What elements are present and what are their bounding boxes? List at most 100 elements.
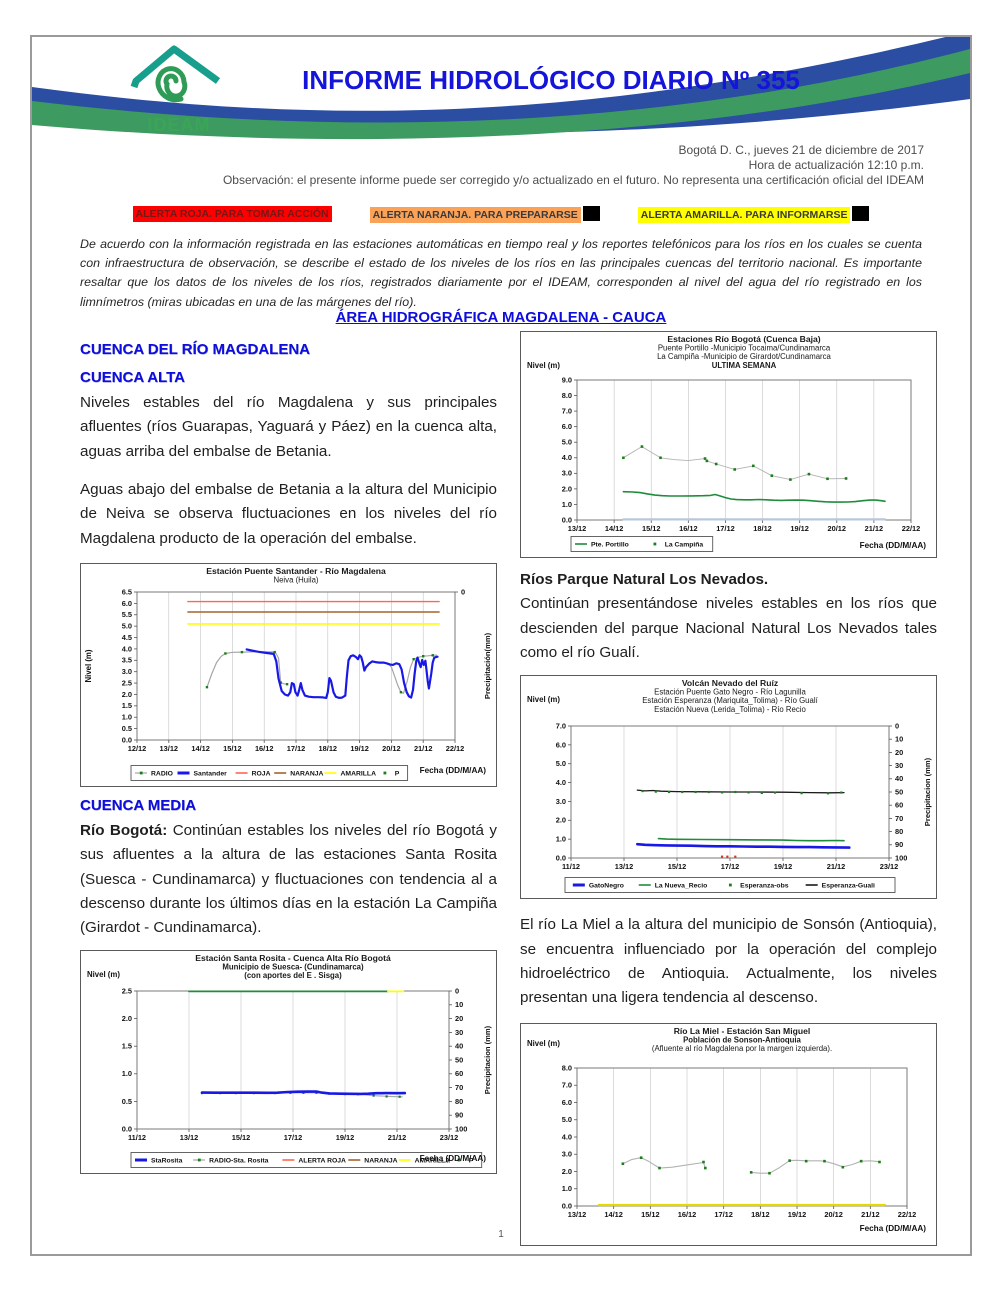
paragraph-body: Continúan estables los niveles del río B… bbox=[80, 821, 497, 937]
svg-text:0.0: 0.0 bbox=[562, 1201, 572, 1210]
svg-text:Estación Esperanza (Mariquita_: Estación Esperanza (Mariquita_Tolima) - … bbox=[642, 696, 818, 705]
svg-text:3.5: 3.5 bbox=[122, 656, 132, 665]
svg-text:4.0: 4.0 bbox=[562, 453, 572, 462]
svg-text:Río La Miel - Estación San Mi: Río La Miel - Estación San Miguel bbox=[674, 1026, 811, 1036]
redaction-box bbox=[582, 206, 600, 222]
svg-text:20/12: 20/12 bbox=[828, 524, 847, 533]
svg-text:21/12: 21/12 bbox=[827, 862, 846, 871]
svg-text:Esperanza-obs: Esperanza-obs bbox=[740, 883, 789, 890]
svg-text:8.0: 8.0 bbox=[562, 1063, 572, 1072]
svg-text:19/12: 19/12 bbox=[350, 744, 369, 753]
svg-text:La Campiña: La Campiña bbox=[665, 541, 704, 548]
section-title: ÁREA HIDROGRÁFICA MAGDALENA - CAUCA bbox=[335, 309, 667, 326]
svg-text:7.0: 7.0 bbox=[556, 722, 566, 731]
svg-text:1.5: 1.5 bbox=[122, 701, 132, 710]
report-page: IDEAM INFORME HIDROLÓGICO DIARIO Nº 355 … bbox=[30, 35, 972, 1256]
svg-text:Estaciones Río Bogotá (Cuenca: Estaciones Río Bogotá (Cuenca Baja) bbox=[667, 334, 820, 344]
svg-text:Nivel (m): Nivel (m) bbox=[87, 970, 120, 979]
svg-text:15/12: 15/12 bbox=[223, 744, 242, 753]
svg-text:Fecha (DD/M/AA): Fecha (DD/M/AA) bbox=[420, 1154, 487, 1163]
svg-text:0.5: 0.5 bbox=[122, 724, 132, 733]
svg-text:13/12: 13/12 bbox=[568, 524, 587, 533]
svg-text:100: 100 bbox=[455, 1125, 467, 1134]
svg-text:2.0: 2.0 bbox=[556, 816, 566, 825]
ideam-logo: IDEAM bbox=[104, 39, 254, 141]
svg-text:Santander: Santander bbox=[194, 770, 228, 777]
svg-text:17/12: 17/12 bbox=[714, 1210, 733, 1219]
svg-text:22/12: 22/12 bbox=[902, 524, 921, 533]
logo-swirl bbox=[155, 66, 188, 103]
svg-text:Población de Sonson-Antioquia: Población de Sonson-Antioquia bbox=[683, 1035, 801, 1044]
svg-text:17/12: 17/12 bbox=[721, 862, 740, 871]
svg-text:21/12: 21/12 bbox=[861, 1210, 880, 1219]
svg-text:18/12: 18/12 bbox=[753, 524, 772, 533]
svg-text:AMARILLA: AMARILLA bbox=[341, 770, 377, 777]
svg-text:16/12: 16/12 bbox=[678, 1210, 697, 1219]
svg-text:5.0: 5.0 bbox=[122, 621, 132, 630]
svg-text:6.5: 6.5 bbox=[122, 587, 132, 596]
svg-text:22/12: 22/12 bbox=[446, 744, 465, 753]
logo-text: IDEAM bbox=[147, 115, 211, 135]
svg-text:Neiva (Huila): Neiva (Huila) bbox=[273, 575, 318, 584]
svg-text:ULTIMA SEMANA: ULTIMA SEMANA bbox=[712, 361, 777, 370]
heading-nevados: Ríos Parque Natural Los Nevados. bbox=[520, 571, 769, 588]
svg-text:RADIO: RADIO bbox=[151, 770, 173, 777]
svg-text:Estación Nueva (Lerida_Tolima): Estación Nueva (Lerida_Tolima) - Río Rec… bbox=[654, 705, 806, 714]
svg-text:80: 80 bbox=[895, 827, 903, 836]
svg-text:2.5: 2.5 bbox=[122, 678, 132, 687]
svg-text:14/12: 14/12 bbox=[191, 744, 210, 753]
svg-text:21/12: 21/12 bbox=[865, 524, 884, 533]
svg-text:Esperanza-Guali: Esperanza-Guali bbox=[822, 883, 875, 890]
svg-text:0.0: 0.0 bbox=[562, 515, 572, 524]
svg-text:19/12: 19/12 bbox=[788, 1210, 807, 1219]
svg-text:Nivel (m): Nivel (m) bbox=[527, 1039, 560, 1048]
svg-text:Fecha (DD/M/AA): Fecha (DD/M/AA) bbox=[420, 766, 487, 775]
chart-santa-rosita: Estación Santa Rosita - Cuenca Alta Río … bbox=[80, 950, 497, 1175]
svg-text:50: 50 bbox=[455, 1056, 463, 1065]
svg-text:3.0: 3.0 bbox=[556, 797, 566, 806]
svg-text:16/12: 16/12 bbox=[255, 744, 274, 753]
svg-text:NARANJA: NARANJA bbox=[290, 770, 323, 777]
svg-text:19/12: 19/12 bbox=[774, 862, 793, 871]
svg-text:4.0: 4.0 bbox=[562, 1132, 572, 1141]
chart-puente-santander: Estación Puente Santander - Río Magdalen… bbox=[80, 562, 497, 787]
svg-text:40: 40 bbox=[455, 1042, 463, 1051]
svg-text:NARANJA: NARANJA bbox=[364, 1158, 397, 1165]
alert-orange-badge: ALERTA NARANJA. PARA PREPARARSE bbox=[369, 207, 581, 223]
svg-text:20: 20 bbox=[895, 748, 903, 757]
svg-text:Pte. Portillo: Pte. Portillo bbox=[591, 541, 629, 548]
meta-note: Observación: el presente informe puede s… bbox=[222, 173, 924, 187]
svg-text:15/12: 15/12 bbox=[668, 862, 687, 871]
alert-yellow-wrap: ALERTA AMARILLA. PARA INFORMARSE bbox=[637, 205, 870, 223]
svg-text:Fecha (DD/M/AA): Fecha (DD/M/AA) bbox=[860, 541, 927, 550]
svg-text:P: P bbox=[469, 1158, 474, 1165]
paragraph: Continúan presentándose niveles estables… bbox=[520, 595, 937, 661]
svg-text:2.0: 2.0 bbox=[122, 690, 132, 699]
report-meta: Bogotá D. C., jueves 21 de diciembre de … bbox=[223, 143, 924, 188]
svg-text:11/12: 11/12 bbox=[128, 1133, 146, 1142]
svg-text:0: 0 bbox=[461, 587, 465, 596]
svg-text:RADIO-Sta. Rosita: RADIO-Sta. Rosita bbox=[209, 1158, 269, 1165]
svg-text:1.0: 1.0 bbox=[122, 713, 132, 722]
svg-text:1.0: 1.0 bbox=[556, 835, 566, 844]
svg-text:1.5: 1.5 bbox=[122, 1042, 132, 1051]
svg-text:1.0: 1.0 bbox=[122, 1070, 132, 1079]
svg-text:90: 90 bbox=[895, 840, 903, 849]
svg-text:20: 20 bbox=[455, 1014, 463, 1023]
heading-cuenca-media: CUENCA MEDIA bbox=[80, 796, 197, 814]
svg-text:22/12: 22/12 bbox=[898, 1210, 917, 1219]
page-number: 1 bbox=[498, 1229, 504, 1240]
svg-text:7.0: 7.0 bbox=[562, 1080, 572, 1089]
chart-la-miel: Río La Miel - Estación San Miguel Poblaci… bbox=[520, 1022, 937, 1246]
svg-text:17/12: 17/12 bbox=[287, 744, 306, 753]
svg-text:15/12: 15/12 bbox=[232, 1133, 251, 1142]
chart-nevado-ruiz: Volcán Nevado del Ruíz Estación Puente Ga… bbox=[520, 675, 937, 900]
svg-text:14/12: 14/12 bbox=[604, 1210, 623, 1219]
svg-text:18/12: 18/12 bbox=[751, 1210, 770, 1219]
svg-text:13/12: 13/12 bbox=[615, 862, 634, 871]
svg-text:90: 90 bbox=[455, 1111, 463, 1120]
paragraph: Niveles estables del río Magdalena y sus… bbox=[80, 394, 497, 460]
logo-mountain-roof bbox=[130, 45, 221, 89]
svg-text:15/12: 15/12 bbox=[642, 524, 661, 533]
right-column: Estaciones Río Bogotá (Cuenca Baja) Puent… bbox=[520, 331, 937, 1246]
